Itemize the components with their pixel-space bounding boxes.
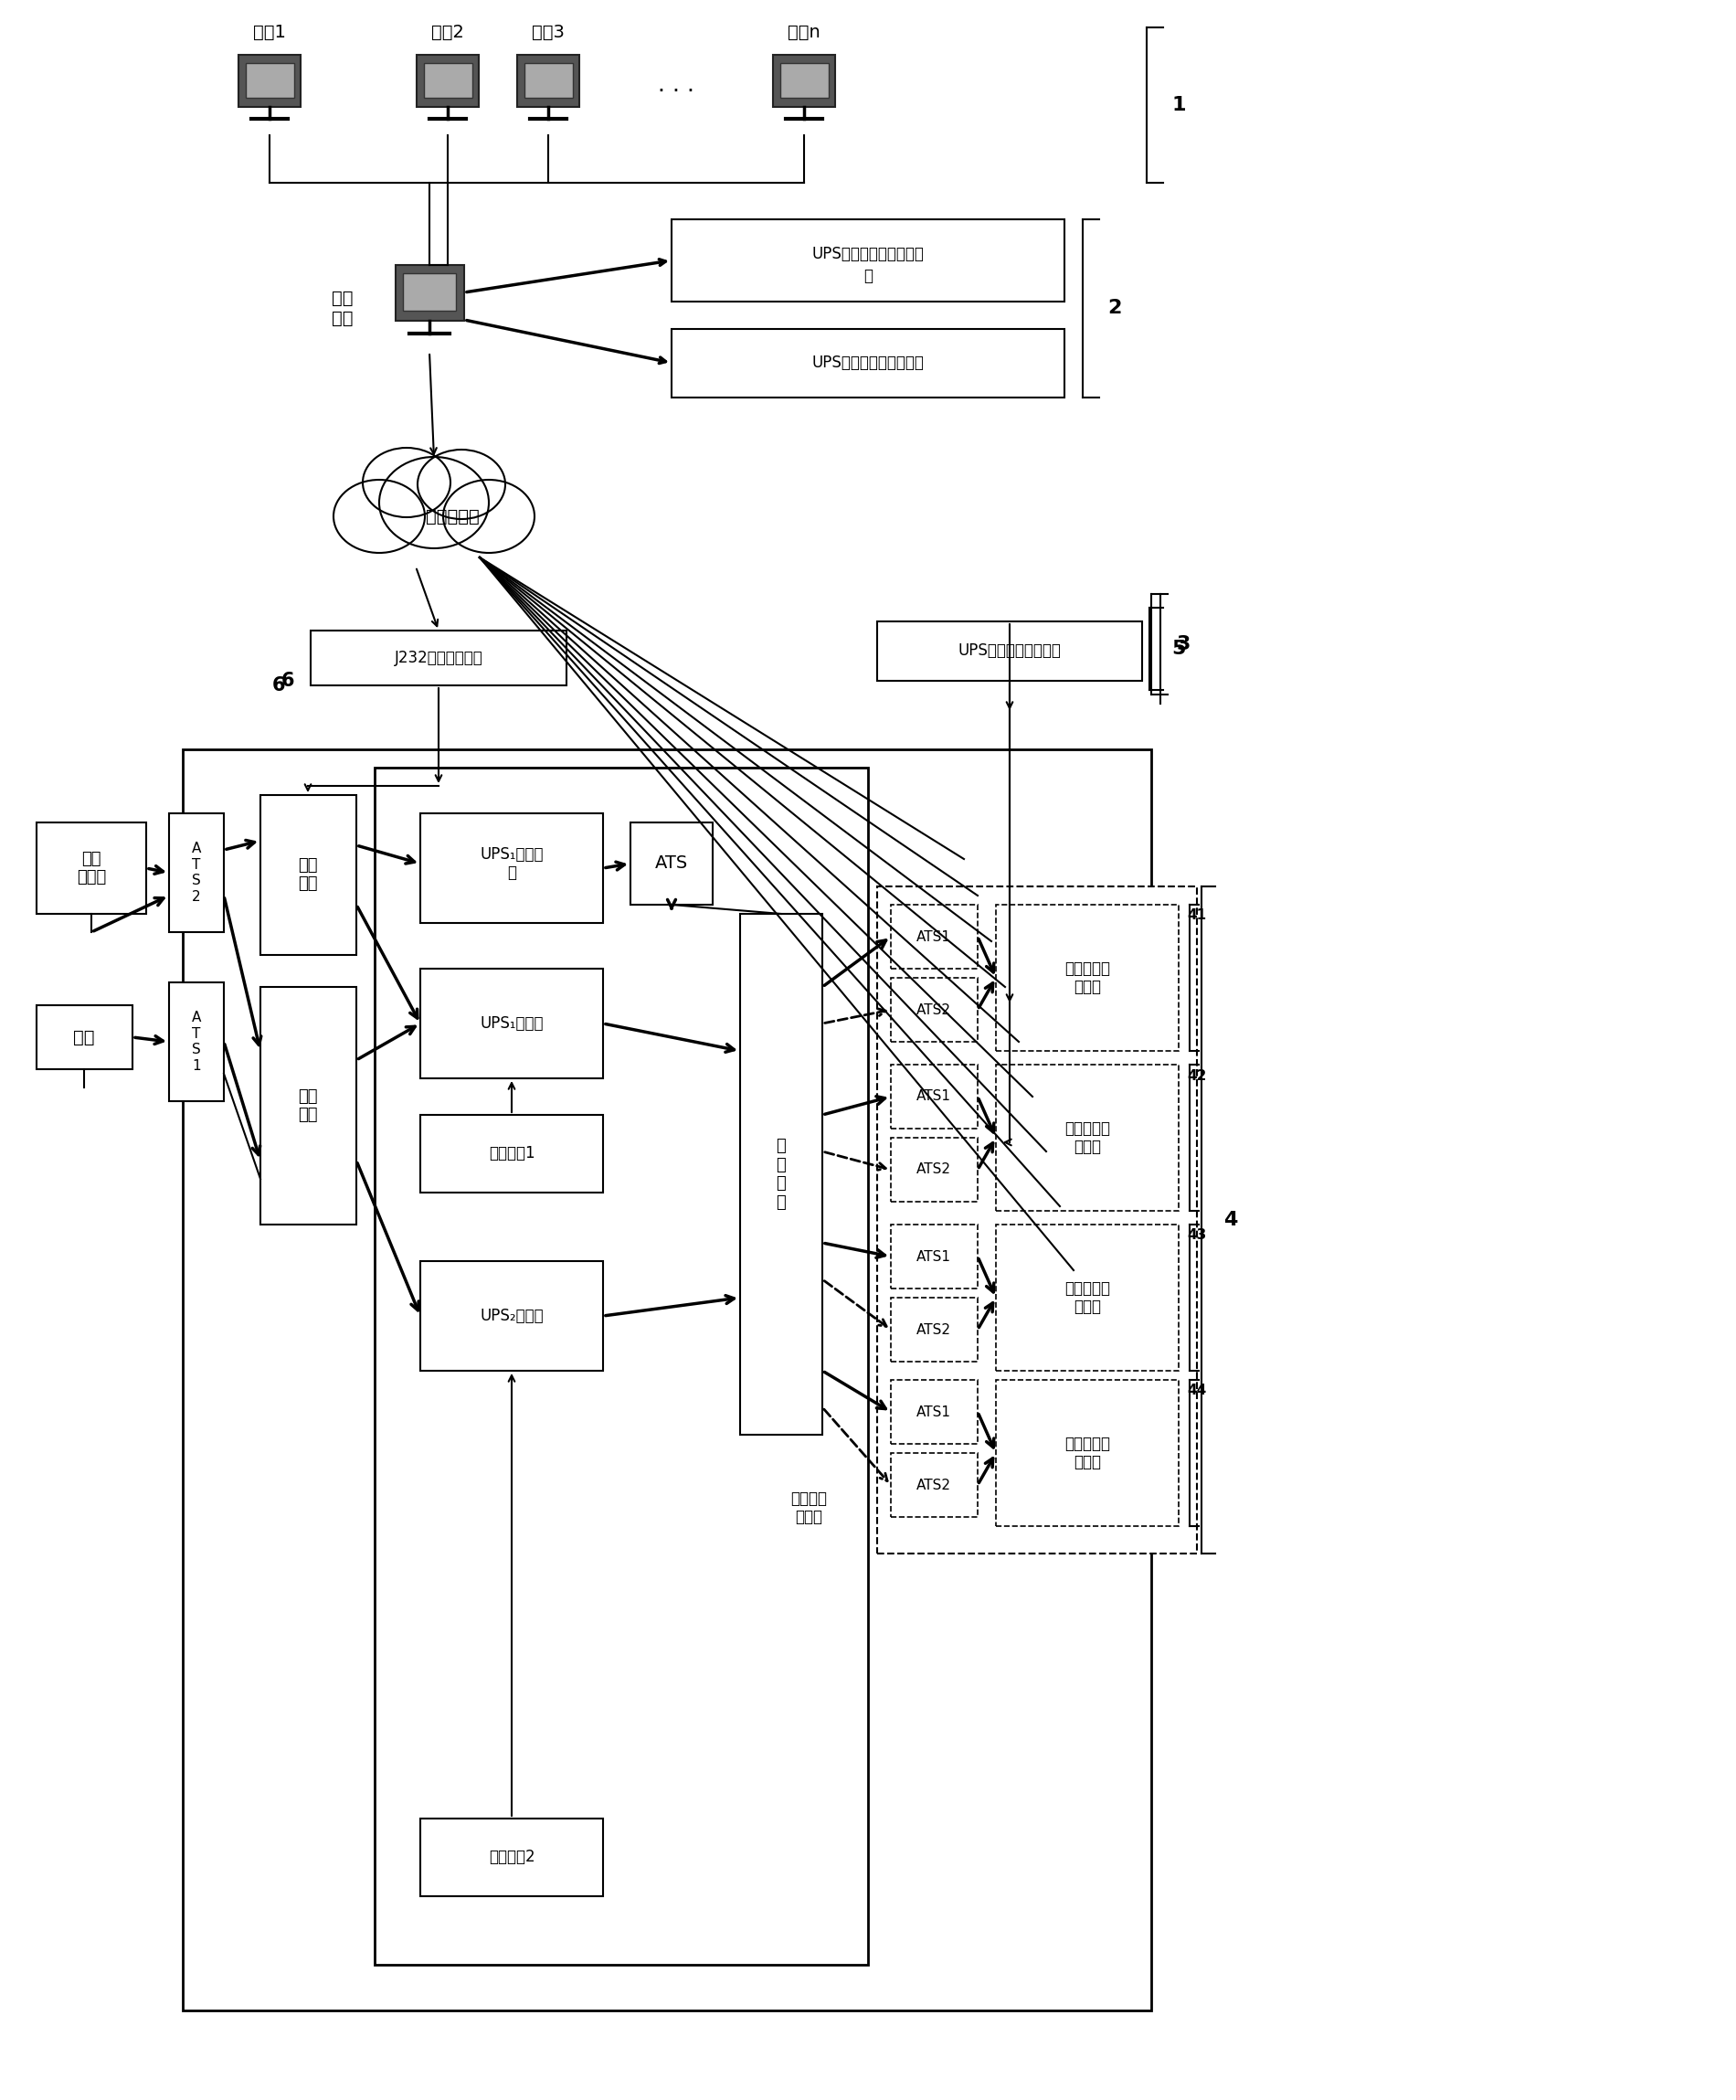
Ellipse shape: [363, 447, 450, 517]
Text: UPS四次下电控制装置: UPS四次下电控制装置: [958, 643, 1061, 659]
Bar: [996, 1380, 1179, 1527]
Bar: [420, 813, 602, 924]
Bar: [311, 630, 566, 685]
Bar: [420, 1115, 602, 1193]
Bar: [891, 1224, 977, 1289]
Bar: [740, 914, 823, 1434]
Bar: [424, 63, 472, 99]
Text: 输出配电
控制柜: 输出配电 控制柜: [790, 1491, 826, 1525]
Ellipse shape: [378, 458, 490, 548]
Bar: [779, 63, 828, 99]
Bar: [891, 905, 977, 968]
Ellipse shape: [333, 479, 425, 552]
Bar: [36, 1006, 132, 1069]
Text: ATS2: ATS2: [917, 1163, 951, 1176]
Bar: [773, 55, 835, 107]
Bar: [417, 55, 479, 107]
Text: UPS₁静态旁
路: UPS₁静态旁 路: [479, 846, 543, 882]
Bar: [36, 823, 146, 914]
Text: 用户1: 用户1: [253, 23, 286, 40]
Text: 输入
配电: 输入 配电: [299, 1088, 318, 1124]
Text: 用户n: 用户n: [788, 23, 821, 40]
Text: ATS2: ATS2: [917, 1323, 951, 1336]
Text: J232多功能采集卡: J232多功能采集卡: [394, 649, 483, 666]
Text: 1: 1: [1172, 97, 1186, 113]
Text: 重要负荷供
电模块: 重要负荷供 电模块: [1064, 960, 1109, 995]
Text: 6: 6: [281, 672, 295, 691]
Bar: [247, 63, 293, 99]
Text: 置: 置: [863, 269, 873, 284]
Text: 43: 43: [1187, 1228, 1207, 1243]
Bar: [996, 905, 1179, 1050]
Text: ATS1: ATS1: [917, 930, 951, 943]
Text: A
T
S
2: A T S 2: [191, 842, 201, 903]
Text: 3: 3: [1177, 634, 1191, 653]
Bar: [996, 1065, 1179, 1212]
Bar: [517, 55, 580, 107]
Bar: [630, 823, 713, 905]
Text: UPS运行数据采集分析装: UPS运行数据采集分析装: [812, 246, 924, 262]
Text: 4: 4: [1224, 1212, 1238, 1228]
Bar: [403, 273, 457, 311]
Text: 2: 2: [1108, 298, 1121, 317]
Bar: [182, 750, 1151, 2010]
Text: ATS1: ATS1: [917, 1250, 951, 1264]
Text: 动环采集器: 动环采集器: [425, 508, 479, 525]
Bar: [891, 1065, 977, 1128]
Bar: [891, 1298, 977, 1361]
Bar: [420, 1819, 602, 1896]
Text: 42: 42: [1187, 1069, 1207, 1082]
Text: ATS2: ATS2: [917, 1478, 951, 1491]
Text: 保证负荷供
电模块: 保证负荷供 电模块: [1064, 1119, 1109, 1155]
Bar: [168, 813, 224, 932]
Text: 一般负荷供
电模块: 一般负荷供 电模块: [1064, 1279, 1109, 1315]
Bar: [396, 265, 464, 321]
Text: ATS2: ATS2: [917, 1004, 951, 1016]
Bar: [420, 1262, 602, 1371]
Text: 5: 5: [1172, 640, 1186, 657]
Text: 市电: 市电: [73, 1029, 95, 1046]
Bar: [877, 886, 1196, 1554]
Bar: [524, 63, 573, 99]
Text: 蓄电池组2: 蓄电池组2: [488, 1848, 535, 1865]
Text: 用户2: 用户2: [431, 23, 464, 40]
Text: ATS1: ATS1: [917, 1405, 951, 1420]
Text: ATS1: ATS1: [917, 1090, 951, 1102]
Ellipse shape: [418, 449, 505, 519]
Text: 蓄电池组1: 蓄电池组1: [488, 1144, 535, 1161]
Text: · · ·: · · ·: [658, 80, 694, 103]
Bar: [891, 1453, 977, 1516]
Bar: [891, 1138, 977, 1201]
Text: 柴油
发电机: 柴油 发电机: [76, 851, 106, 886]
Text: 监测
中心: 监测 中心: [332, 290, 354, 328]
Text: UPS蓄电池容量分析装置: UPS蓄电池容量分析装置: [812, 355, 924, 372]
Text: 旁路
配电: 旁路 配电: [299, 857, 318, 892]
Bar: [375, 769, 868, 1966]
Text: ATS: ATS: [654, 855, 687, 872]
Bar: [168, 983, 224, 1100]
Bar: [672, 218, 1064, 302]
Text: 44: 44: [1187, 1384, 1207, 1399]
Text: 输
出
配
电: 输 出 配 电: [776, 1138, 786, 1212]
Bar: [891, 979, 977, 1042]
Text: 41: 41: [1187, 909, 1207, 922]
Text: A
T
S
1: A T S 1: [191, 1010, 201, 1073]
Bar: [891, 1380, 977, 1445]
Ellipse shape: [443, 479, 535, 552]
Bar: [238, 55, 300, 107]
Text: 用户3: 用户3: [531, 23, 564, 40]
Bar: [420, 968, 602, 1077]
Bar: [260, 987, 356, 1224]
Text: UPS₁主电路: UPS₁主电路: [479, 1014, 543, 1031]
Bar: [672, 330, 1064, 397]
Text: 6: 6: [273, 676, 285, 695]
Bar: [996, 1224, 1179, 1371]
Text: UPS₂主电路: UPS₂主电路: [479, 1308, 543, 1325]
Bar: [877, 622, 1142, 680]
Text: 临时负荷供
电模块: 临时负荷供 电模块: [1064, 1434, 1109, 1470]
Bar: [260, 796, 356, 956]
